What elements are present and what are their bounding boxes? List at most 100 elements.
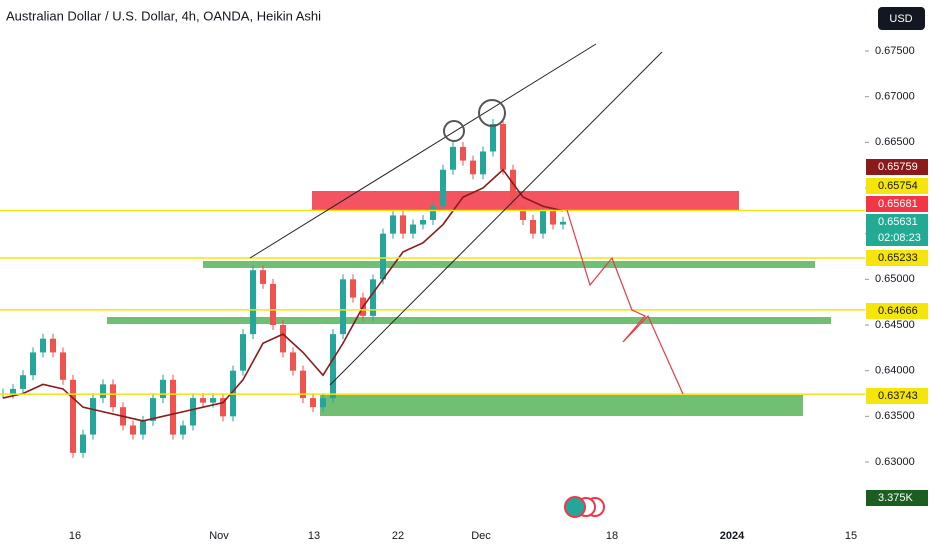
- candle: [510, 169, 516, 207]
- price-tag: [866, 388, 928, 404]
- price-axis: [865, 0, 932, 550]
- candle: [330, 334, 336, 399]
- candle: [290, 352, 296, 371]
- candle: [410, 224, 416, 234]
- countdown: 02:08:23: [878, 232, 921, 244]
- y-tick-label: 0.64500: [875, 319, 915, 331]
- x-tick-label: Nov: [209, 530, 229, 542]
- candle: [100, 384, 106, 399]
- price-tag: [866, 214, 928, 246]
- candle: [170, 379, 176, 435]
- candle: [10, 388, 16, 394]
- candle: [150, 398, 156, 421]
- price-tag-label: 0.65754: [878, 180, 918, 192]
- candle: [80, 434, 86, 453]
- projection-arrow: [566, 209, 684, 395]
- moving-average: [2, 168, 564, 422]
- marker-circle: [443, 120, 465, 142]
- x-tick-label: 16: [69, 530, 81, 542]
- price-tag: [866, 178, 928, 194]
- price-tag: [866, 250, 928, 266]
- candle: [550, 210, 556, 225]
- candle: [350, 279, 356, 298]
- candle: [420, 219, 426, 225]
- trend-line: [329, 51, 663, 386]
- chart-title: Australian Dollar / U.S. Dollar, 4h, OAN…: [6, 8, 321, 23]
- candle: [560, 221, 566, 225]
- candle: [70, 379, 76, 453]
- time-axis: [0, 522, 865, 550]
- candle: [20, 375, 26, 389]
- candle: [470, 160, 476, 175]
- price-tag: [866, 159, 928, 175]
- price-tag-label: 0.64666: [878, 305, 918, 317]
- x-tick-label: Dec: [471, 530, 491, 542]
- candle: [500, 124, 506, 170]
- y-tick-label: 0.63000: [875, 456, 915, 468]
- candle: [240, 334, 246, 371]
- y-tick-label: 0.63500: [875, 410, 915, 422]
- candle: [310, 398, 316, 408]
- candle: [490, 124, 496, 152]
- support-zone: [320, 395, 803, 416]
- y-tick-label: 0.67000: [875, 91, 915, 103]
- candle: [440, 169, 446, 207]
- y-tick-label: 0.67500: [875, 45, 915, 57]
- candle: [60, 352, 66, 380]
- candle: [90, 398, 96, 435]
- currency-label[interactable]: USD: [889, 13, 912, 25]
- marker-circle: [478, 99, 506, 127]
- y-tick-label: 0.65000: [875, 273, 915, 285]
- x-tick-label: 13: [308, 530, 320, 542]
- candle: [140, 420, 146, 435]
- currency-button[interactable]: [878, 7, 925, 30]
- candle: [530, 219, 536, 234]
- x-tick-label: 15: [845, 530, 857, 542]
- x-tick-label: 18: [606, 530, 618, 542]
- candle: [200, 398, 206, 403]
- price-tag-label: 0.65631: [878, 216, 918, 228]
- candle: [320, 398, 326, 408]
- y-tick-label: 0.66500: [875, 136, 915, 148]
- candle: [220, 398, 226, 417]
- support-zone: [107, 317, 831, 324]
- candle: [250, 270, 256, 335]
- candle: [280, 325, 286, 353]
- candle: [130, 425, 136, 435]
- candle: [160, 379, 166, 399]
- x-tick-label: 22: [392, 530, 404, 542]
- candle: [380, 233, 386, 280]
- volume-label: 3.375K: [878, 492, 914, 504]
- candle: [400, 215, 406, 234]
- price-tag-label: 0.65681: [878, 198, 918, 210]
- price-tag-label: 0.63743: [878, 390, 918, 402]
- y-tick-label: 0.64000: [875, 365, 915, 377]
- trend-line: [249, 43, 597, 259]
- x-tick-label: 2024: [720, 530, 745, 542]
- resistance-zone: [312, 191, 739, 210]
- candle: [370, 279, 376, 316]
- event-icons: [564, 496, 605, 518]
- candle: [390, 215, 396, 234]
- candle: [210, 398, 216, 403]
- price-tag: [866, 196, 928, 212]
- price-tag: [866, 303, 928, 319]
- candle: [460, 146, 466, 161]
- candle: [30, 352, 36, 376]
- candle: [300, 370, 306, 399]
- candle: [110, 384, 116, 408]
- support-zone: [203, 261, 815, 268]
- candle: [480, 151, 486, 175]
- volume-tag: [866, 490, 928, 506]
- price-tag-label: 0.65759: [878, 161, 918, 173]
- candle: [520, 206, 526, 220]
- candle: [270, 283, 276, 325]
- candle: [180, 425, 186, 435]
- candle: [340, 279, 346, 335]
- candle: [260, 270, 266, 284]
- price-tag-label: 0.65233: [878, 252, 918, 264]
- candle: [450, 146, 456, 170]
- candle: [50, 338, 56, 353]
